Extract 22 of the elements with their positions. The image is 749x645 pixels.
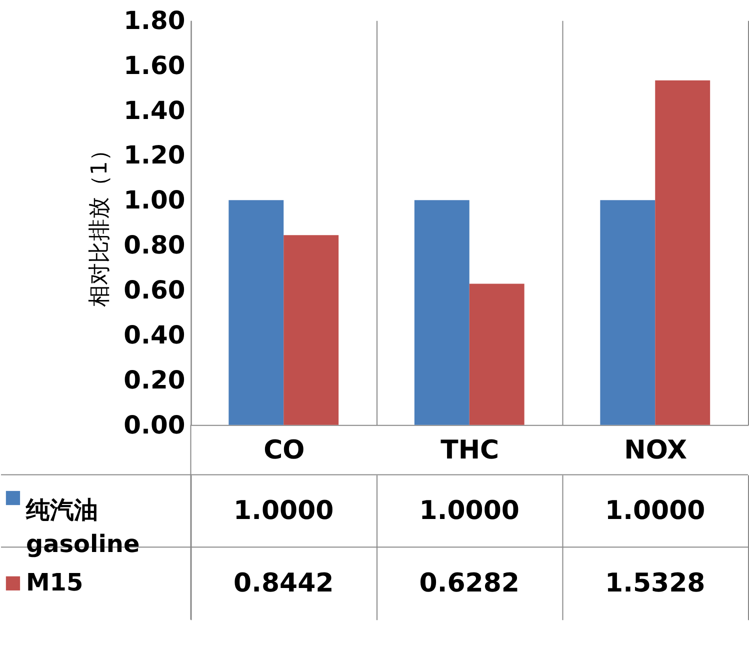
x-tick-label: NOX xyxy=(624,435,688,466)
y-tick-label: 1.80 xyxy=(124,6,186,35)
y-tick-label: 1.60 xyxy=(124,50,186,80)
data-label: 0.8442 xyxy=(234,568,334,598)
y-tick-label: 0.00 xyxy=(124,410,186,440)
y-tick-label: 1.20 xyxy=(124,140,186,170)
data-label: 1.0000 xyxy=(234,496,334,526)
y-tick-label: 0.40 xyxy=(124,320,186,350)
y-axis-title: 相对比排放（1） xyxy=(88,139,113,308)
legend-label: 纯汽油 gasoline xyxy=(24,496,140,558)
legend-label: M15 xyxy=(26,568,84,596)
data-label: 1.0000 xyxy=(419,496,520,526)
y-tick-label: 1.40 xyxy=(124,96,186,125)
x-tick-label: CO xyxy=(264,435,305,466)
data-label: 0.6282 xyxy=(419,568,520,598)
y-tick-label: 1.00 xyxy=(124,186,186,215)
data-label: 1.0000 xyxy=(605,496,706,526)
data-label: 1.5328 xyxy=(605,568,706,598)
x-tick-label: THC xyxy=(440,435,500,466)
y-tick-label: 0.20 xyxy=(124,365,186,394)
y-tick-label: 0.80 xyxy=(124,230,186,260)
y-tick-label: 0.60 xyxy=(124,276,186,305)
